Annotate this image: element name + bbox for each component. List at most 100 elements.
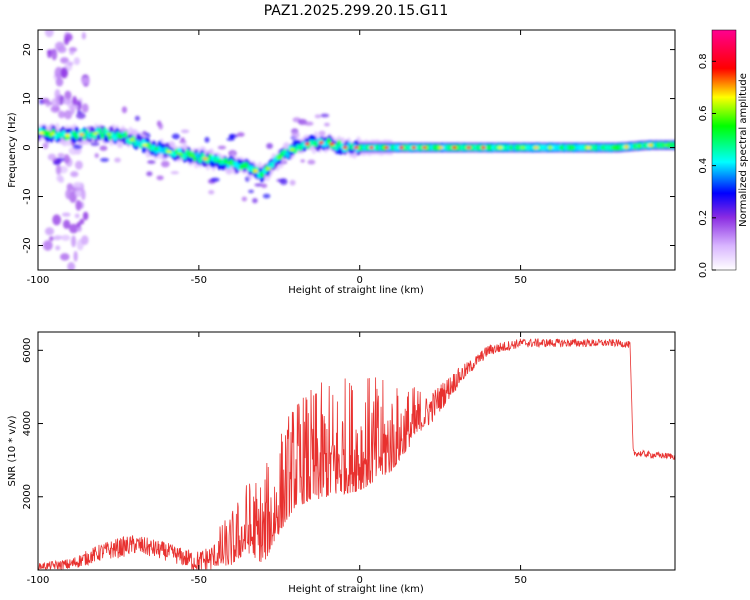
ridge-peak bbox=[353, 145, 359, 150]
heatmap-speckle bbox=[79, 218, 85, 225]
heatmap-speckle bbox=[146, 171, 153, 177]
heatmap-speckle bbox=[248, 189, 254, 194]
heatmap-speckle bbox=[210, 177, 220, 182]
ridge-peak bbox=[466, 145, 472, 150]
ridge-peak bbox=[38, 131, 44, 135]
ridge-peak bbox=[142, 143, 148, 147]
heatmap-speckle bbox=[44, 227, 55, 236]
ridge-peak bbox=[65, 133, 71, 137]
heatmap-speckle bbox=[171, 133, 180, 140]
y-tick-label: -20 bbox=[22, 237, 33, 253]
heatmap-speckle bbox=[50, 98, 60, 108]
ridge-core bbox=[223, 157, 229, 165]
heatmap-speckle bbox=[64, 90, 72, 101]
heatmap-speckle bbox=[73, 57, 80, 66]
colorbar-tick-label: 0.2 bbox=[698, 210, 709, 226]
y-tick-label: 4000 bbox=[22, 411, 33, 436]
heatmap-speckle bbox=[320, 113, 330, 118]
x-tick-label: -50 bbox=[191, 575, 207, 586]
snr-x-ticks: -100 -50 0 50 bbox=[27, 332, 527, 586]
spectrogram-ylabel: Frequency (Hz) bbox=[7, 112, 18, 188]
ridge-core bbox=[100, 132, 105, 139]
colorbar-gradient bbox=[712, 30, 736, 270]
heatmap-speckle bbox=[60, 253, 70, 261]
heatmap-speckle bbox=[53, 160, 61, 166]
heatmap-speckle bbox=[170, 171, 180, 175]
y-tick-label: 20 bbox=[22, 43, 33, 56]
chart-title: PAZ1.2025.299.20.15.G11 bbox=[264, 3, 449, 19]
heatmap-speckle bbox=[54, 89, 61, 100]
ridge-peak bbox=[342, 145, 348, 150]
heatmap-speckle bbox=[55, 245, 61, 251]
colorbar-tick-label: 0.4 bbox=[698, 158, 709, 174]
heatmap-speckle bbox=[81, 189, 86, 201]
heatmap-speckle bbox=[68, 223, 79, 234]
ridge-peak bbox=[570, 145, 576, 150]
heatmap-speckle bbox=[252, 197, 258, 204]
x-tick-label: 50 bbox=[514, 275, 527, 286]
y-tick-label: 10 bbox=[22, 92, 33, 105]
x-tick-label: -50 bbox=[191, 275, 207, 286]
heatmap-speckle bbox=[229, 133, 235, 140]
ridge-core bbox=[197, 156, 203, 164]
snr-ylabel: SNR (10 * v/v) bbox=[7, 415, 18, 486]
heatmap-speckle bbox=[94, 153, 99, 159]
heatmap-speckle bbox=[53, 235, 63, 240]
heatmap-speckle bbox=[208, 190, 215, 195]
ridge-peak bbox=[266, 167, 271, 171]
colorbar-tick-label: 0.8 bbox=[698, 53, 709, 69]
heatmap-speckle bbox=[81, 32, 86, 40]
ridge-peak bbox=[547, 145, 553, 150]
ridge-peak bbox=[177, 152, 183, 156]
heatmap-speckle bbox=[57, 152, 65, 158]
heatmap-speckle bbox=[81, 103, 89, 113]
ridge-peak bbox=[329, 142, 335, 146]
heatmap-speckle bbox=[75, 112, 86, 119]
snr-frame bbox=[37, 331, 676, 571]
x-tick-label: -100 bbox=[27, 275, 50, 286]
ridge-peak bbox=[637, 144, 642, 148]
heatmap-speckle bbox=[44, 30, 54, 38]
heatmap-speckle bbox=[156, 175, 164, 181]
heatmap-speckle bbox=[180, 129, 190, 134]
ridge-core bbox=[195, 151, 200, 159]
heatmap-speckle bbox=[41, 98, 50, 105]
spectrogram-xlabel: Height of straight line (km) bbox=[288, 285, 424, 296]
heatmap-speckle bbox=[76, 221, 81, 228]
heatmap-speckle bbox=[261, 183, 268, 189]
ridge-peak bbox=[508, 145, 514, 150]
ridge-peak bbox=[189, 154, 195, 158]
ridge-peak bbox=[481, 145, 486, 150]
ridge-peak bbox=[129, 137, 135, 142]
ridge-core bbox=[97, 127, 102, 135]
heatmap-speckle bbox=[114, 157, 121, 163]
snr-y-ticks: 2000 4000 6000 bbox=[22, 338, 675, 509]
heatmap-speckle bbox=[63, 110, 73, 120]
heatmap-speckle bbox=[42, 240, 53, 251]
ridge-peak bbox=[216, 159, 222, 163]
heatmap-speckle bbox=[147, 160, 156, 164]
ridge-peak bbox=[559, 145, 564, 150]
x-tick-label: 50 bbox=[514, 575, 527, 586]
heatmap-speckle bbox=[70, 171, 79, 178]
heatmap-speckle bbox=[236, 132, 245, 137]
ridge-peak bbox=[289, 148, 295, 152]
heatmap-speckle bbox=[121, 106, 128, 114]
ridge-core bbox=[334, 144, 339, 151]
heatmap-speckle bbox=[60, 57, 69, 64]
ridge-peak bbox=[253, 169, 259, 173]
heatmap-speckle bbox=[45, 103, 51, 108]
heatmap-speckle bbox=[69, 50, 75, 55]
colorbar-frame bbox=[711, 29, 737, 271]
heatmap-speckle bbox=[63, 154, 70, 164]
heatmap-speckle bbox=[65, 188, 73, 200]
ridge-peak bbox=[153, 147, 159, 151]
heatmap-speckle bbox=[71, 95, 78, 107]
ridge-peak bbox=[520, 145, 525, 150]
heatmap-speckle bbox=[100, 157, 109, 162]
ridge-peak bbox=[399, 145, 404, 150]
heatmap-speckle bbox=[75, 189, 82, 198]
y-tick-label: 6000 bbox=[22, 338, 33, 363]
heatmap-speckle bbox=[307, 159, 316, 165]
